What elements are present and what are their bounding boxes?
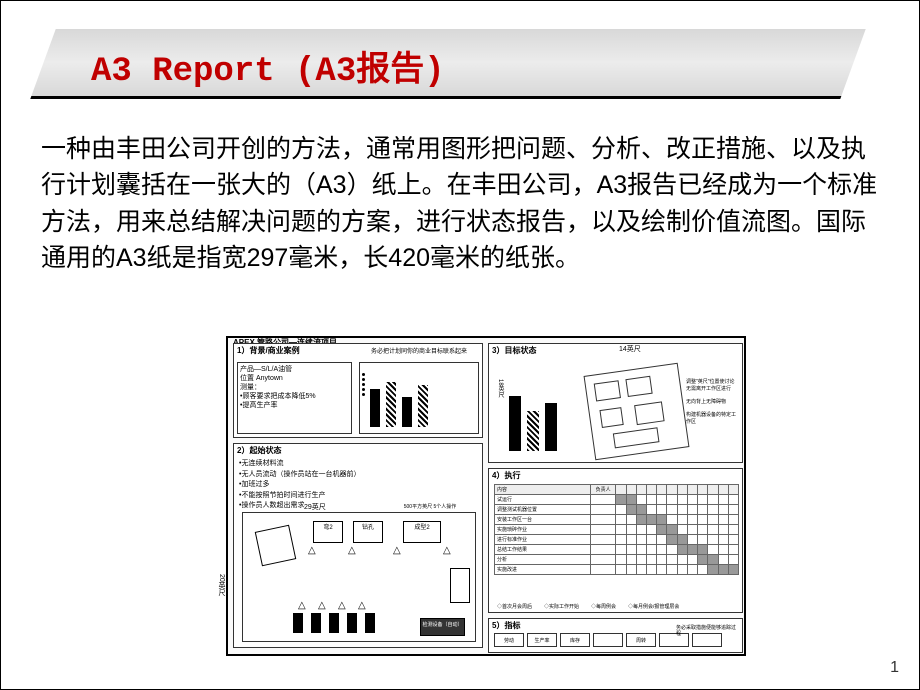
a3-report-diagram: APEX 管路公司—连续流项目 卡车燃油管路独立工作区 1）背景/商业案例 务必…: [226, 336, 746, 656]
panel-initial-state: 2）起始状态 •无连续材料流 •无人员流动（操作员站在一台机器前） •加班过多 …: [233, 443, 483, 648]
panel-target-state: 3）目标状态 14英尺 18英尺 调整"英尺"位置使讨论无需离开工作区进行 无向…: [488, 343, 743, 463]
p4-gantt-table: 内容负责人 试运行调整测试机器位置安装工作区一台实施琐碎作业进行标准作业总结工作…: [494, 484, 739, 575]
p1-chart: [359, 362, 479, 434]
p4-title: 4）执行: [489, 469, 742, 482]
panel-background: 1）背景/商业案例 务必把计划同你的商业目标联系起来 产品—S/L/A油管 位置…: [233, 343, 483, 438]
p4-footer: ◇首次月会周后 ◇实际工作开始 ◇每周例会 ◇每月例会/报管理层会: [497, 603, 679, 610]
p1-note: 务必把计划同你的商业目标联系起来: [359, 346, 479, 355]
p3-layout: 调整"英尺"位置使讨论无需离开工作区进行 无向背上无障碍物 构建机器设备的特定工…: [584, 359, 739, 459]
description-text: 一种由丰田公司开创的方法，通常用图形把问题、分析、改正措施、以及执行计划囊括在一…: [41, 131, 881, 276]
page-number: 1: [890, 659, 899, 677]
p5-note: 务必采取措施便能够追踪过程: [676, 625, 736, 637]
p1-text-box: 产品—S/L/A油管 位置 Anytown 测量： •顾客要求把成本降低5% •…: [237, 362, 352, 434]
p3-notes: 调整"英尺"位置使讨论无需离开工作区进行 无向背上无障碍物 构建机器设备的特定工…: [686, 379, 736, 426]
p3-title: 3）目标状态: [489, 344, 742, 357]
panel-metrics: 5）指标 劳动生产率库存周转 务必采取措施便能够追踪过程: [488, 618, 743, 653]
p2-floorplan: 500平方英尺 5个人操作 弯2 钻孔 成型2 △ △ △ △ △ △ △ △ …: [242, 512, 476, 642]
p2-dim-h: 29英尺: [304, 502, 326, 512]
p2-title: 2）起始状态: [234, 444, 482, 457]
p3-bars: 18英尺: [494, 359, 579, 459]
p2-list: •无连续材料流 •无人员流动（操作员站在一台机器前） •加班过多 •不能按照节拍…: [239, 459, 360, 512]
panel-execution: 4）执行 内容负责人 试运行调整测试机器位置安装工作区一台实施琐碎作业进行标准作…: [488, 468, 743, 613]
p2-dim-v: 20英尺: [216, 574, 226, 596]
page-title: A3 Report (A3报告): [91, 41, 445, 91]
